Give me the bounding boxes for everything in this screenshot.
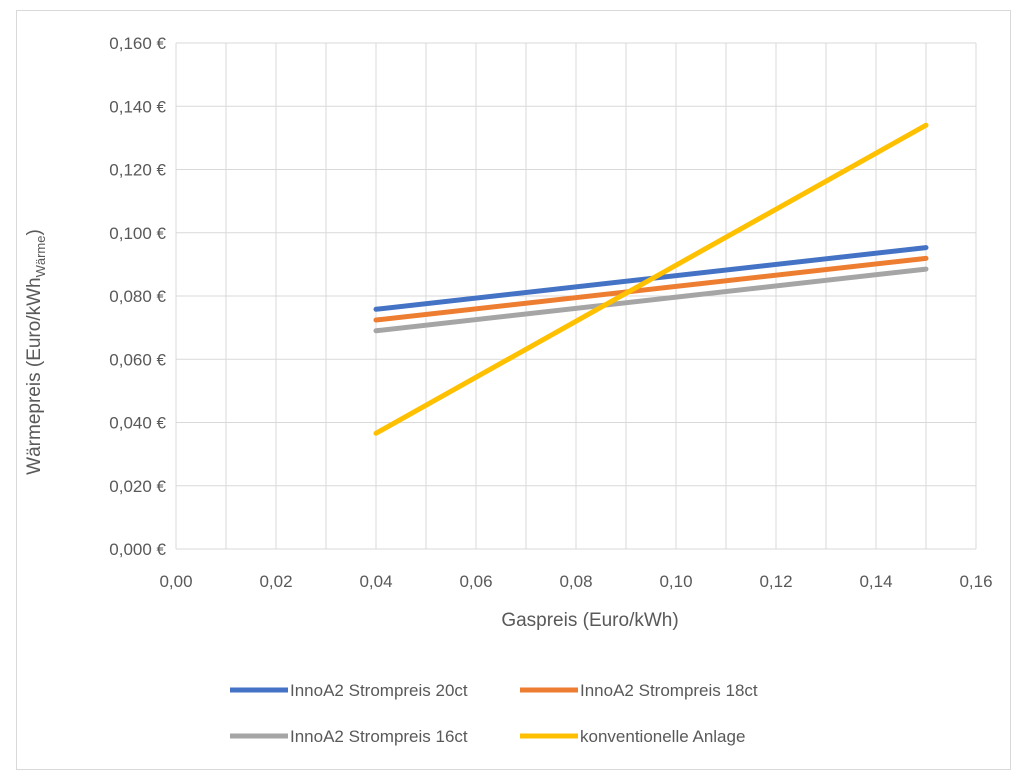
y-tick-label: 0,120 € xyxy=(109,161,166,180)
x-tick-label: 0,04 xyxy=(359,572,392,591)
y-axis-title: Wärmepreis (Euro/kWhWärme) xyxy=(24,229,48,475)
y-tick-label: 0,160 € xyxy=(109,34,166,53)
y-tick-label: 0,020 € xyxy=(109,477,166,496)
series-line-2 xyxy=(373,255,929,323)
y-tick-labels: 0,000 € 0,020 € 0,040 € 0,060 € 0,080 € 0,100… xyxy=(109,34,166,559)
legend-label: InnoA2 Strompreis 18ct xyxy=(580,681,758,700)
series-line-4 xyxy=(373,122,929,436)
legend-label: konventionelle Anlage xyxy=(580,727,745,746)
y-tick-label: 0,140 € xyxy=(109,97,166,116)
series-lines xyxy=(373,122,929,436)
x-tick-label: 0,12 xyxy=(759,572,792,591)
x-tick-label: 0,16 xyxy=(959,572,992,591)
legend-label: InnoA2 Strompreis 20ct xyxy=(290,681,468,700)
x-tick-label: 0,08 xyxy=(559,572,592,591)
y-axis-title-main: Wärmepreis (Euro/kWh xyxy=(24,277,45,474)
x-tick-label: 0,14 xyxy=(859,572,892,591)
y-tick-label: 0,060 € xyxy=(109,350,166,369)
y-tick-label: 0,080 € xyxy=(109,287,166,306)
x-tick-label: 0,06 xyxy=(459,572,492,591)
x-axis-title: Gaspreis (Euro/kWh) xyxy=(501,610,678,631)
y-axis-title-close: ) xyxy=(24,229,45,235)
y-tick-label: 0,100 € xyxy=(109,224,166,243)
y-tick-label: 0,040 € xyxy=(109,414,166,433)
y-axis-title-subscript: Wärme xyxy=(33,236,48,278)
x-tick-labels: 0,00 0,02 0,04 0,06 0,08 0,10 0,12 0,14 0,16 xyxy=(159,572,992,591)
chart-frame xyxy=(16,10,1011,770)
x-tick-label: 0,10 xyxy=(659,572,692,591)
x-tick-label: 0,02 xyxy=(259,572,292,591)
legend: InnoA2 Strompreis 20ct InnoA2 Strompreis … xyxy=(230,681,758,746)
legend-label: InnoA2 Strompreis 16ct xyxy=(290,727,468,746)
series-line-3 xyxy=(373,266,929,334)
x-tick-label: 0,00 xyxy=(159,572,192,591)
y-tick-label: 0,000 € xyxy=(109,540,166,559)
